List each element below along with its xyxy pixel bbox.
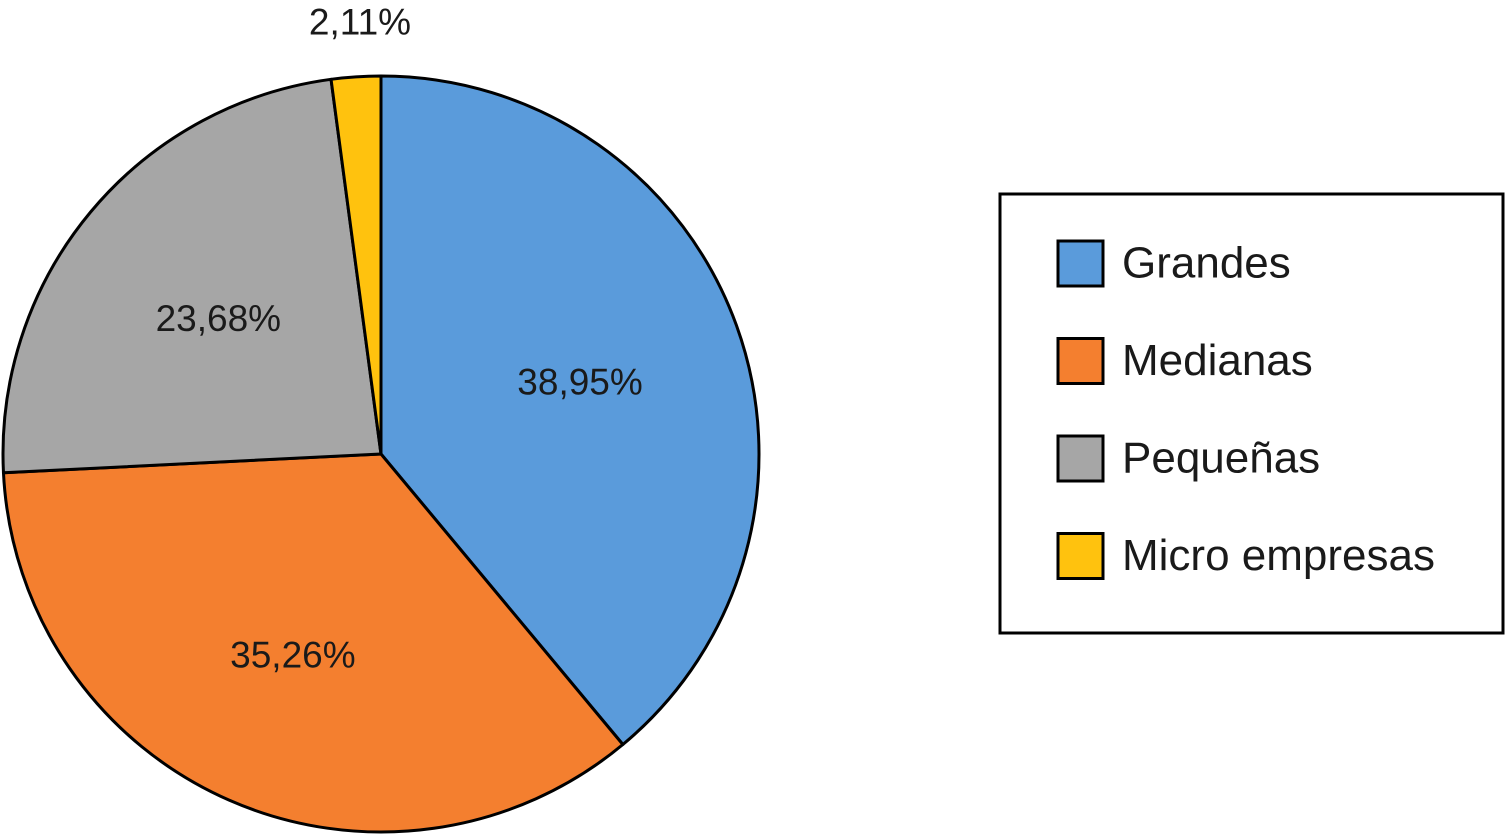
legend-swatch	[1056, 532, 1105, 580]
slice-value-label: 2,11%	[309, 2, 411, 43]
pie-slice-grandes	[379, 74, 761, 746]
legend-swatch	[1056, 239, 1105, 288]
slice-value-label: 38,95%	[517, 361, 643, 402]
legend-label: Pequeñas	[1122, 434, 1320, 483]
legend-swatch	[1056, 337, 1105, 385]
legend: Grandes Medianas Pequeñas Micro empresas	[998, 192, 1505, 635]
pie-slice-pequenas	[1, 77, 383, 475]
legend-label: Micro empresas	[1122, 531, 1435, 580]
legend-label: Grandes	[1122, 239, 1291, 288]
pie-slice-medianas	[1, 452, 625, 834]
legend-swatch	[1056, 434, 1105, 483]
slice-value-label: 35,26%	[230, 634, 356, 675]
pie-slices	[1, 74, 761, 834]
pie-slice-micro-empresas	[329, 74, 383, 456]
pie-slice-labels: 38,95% 35,26% 23,68% 2,11%	[156, 2, 643, 676]
slice-value-label: 23,68%	[156, 298, 282, 339]
legend-label: Medianas	[1122, 336, 1313, 385]
